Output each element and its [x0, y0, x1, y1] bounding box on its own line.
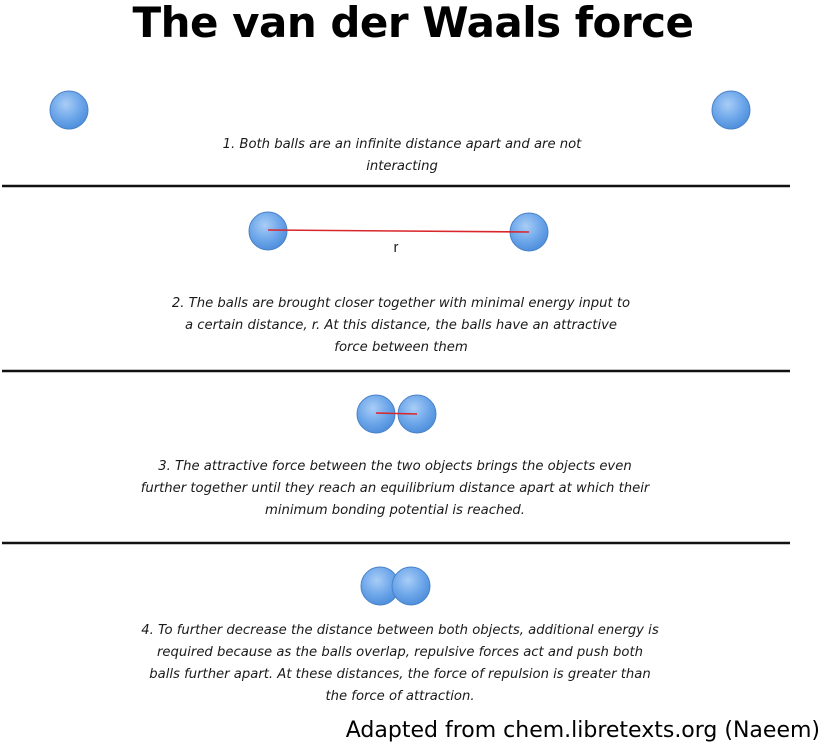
ball-left-panel-2 [248, 211, 288, 251]
distance-line-panel-3 [375, 412, 418, 415]
ball-left-panel-1 [49, 90, 89, 130]
ball-right-panel-1 [711, 90, 751, 130]
caption-panel-3: 3. The attractive force between the two … [140, 459, 650, 518]
distance-line-panel-2 [267, 229, 530, 233]
distance-r-label: r [393, 239, 399, 256]
caption-panel-2: 2. The balls are brought closer together… [171, 296, 631, 355]
caption-panel-4: 4. To further decrease the distance betw… [141, 623, 659, 704]
caption-panel-1: 1. Both balls are an infinite distance a… [222, 137, 582, 174]
ball-right-panel-4 [391, 566, 431, 606]
source-credit: Adapted from chem.libretexts.org (Naeem) [345, 718, 820, 743]
diagram-title: The van der Waals force [132, 0, 694, 47]
